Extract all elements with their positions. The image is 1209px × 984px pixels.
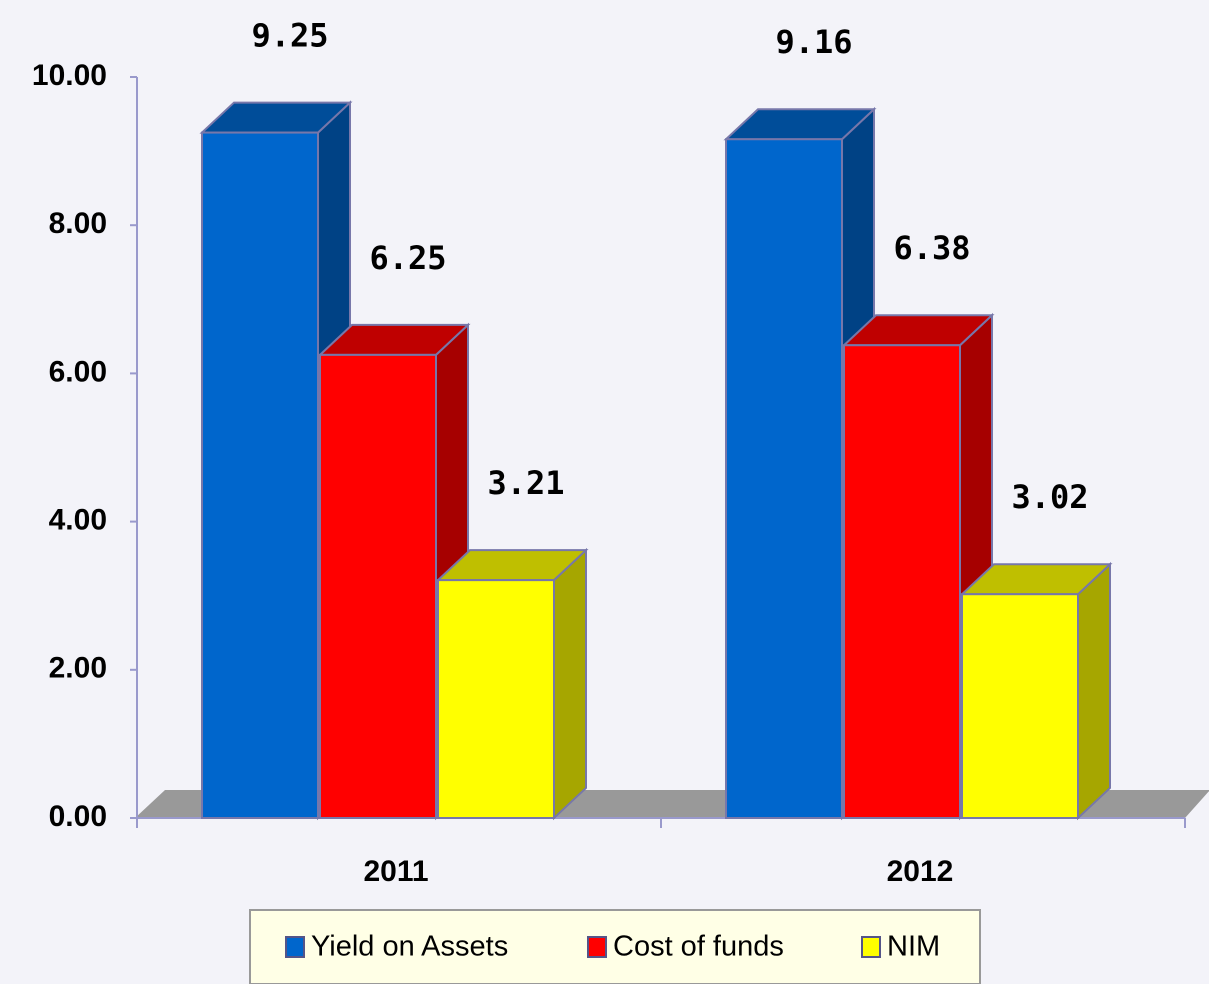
bar	[437, 579, 555, 819]
y-tick-label: 8.00	[49, 207, 107, 240]
data-label: 9.25	[251, 17, 328, 55]
legend-swatch	[285, 936, 305, 958]
bar	[961, 593, 1079, 820]
y-tick-label: 2.00	[49, 652, 107, 685]
y-tick-label: 10.00	[32, 59, 107, 92]
legend-label: Yield on Assets	[311, 931, 508, 963]
y-tick-label: 6.00	[49, 355, 107, 388]
legend	[249, 909, 981, 984]
y-tick-label: 4.00	[49, 504, 107, 537]
data-label: 6.25	[369, 239, 446, 277]
bar	[843, 344, 961, 819]
legend-label: NIM	[887, 931, 940, 963]
bar	[725, 138, 843, 819]
y-tick-label: 0.00	[49, 800, 107, 833]
data-label: 9.16	[775, 23, 852, 61]
data-label: 3.21	[487, 464, 564, 502]
bar	[201, 131, 319, 819]
x-tick-label: 2011	[363, 855, 428, 888]
x-tick-label: 2012	[887, 855, 954, 888]
bar-side	[553, 547, 587, 821]
legend-swatch	[587, 936, 607, 958]
data-label: 6.38	[893, 229, 970, 267]
bar-side	[1077, 561, 1111, 821]
bar	[319, 353, 437, 819]
legend-label: Cost of funds	[613, 931, 784, 963]
legend-swatch	[861, 936, 881, 958]
data-label: 3.02	[1011, 478, 1088, 516]
